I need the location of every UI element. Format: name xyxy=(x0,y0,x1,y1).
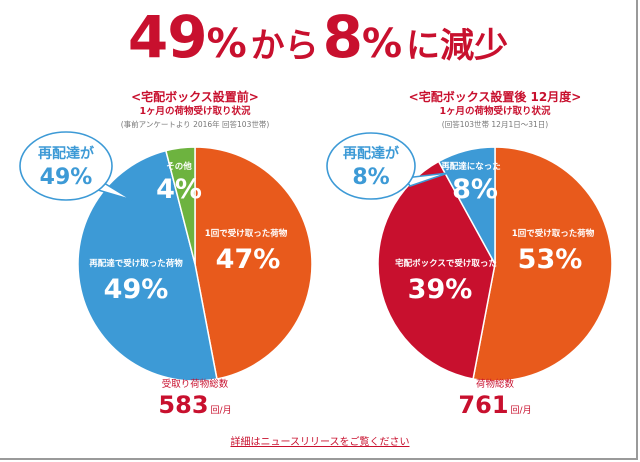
chart-1-total-unit: 回/月 xyxy=(210,406,232,416)
callouts: 再配達が 49% 再配達が 8% xyxy=(19,131,449,201)
slice-value-label: 53% xyxy=(518,244,583,275)
slice-label: 再配達になった xyxy=(441,161,501,172)
callout-label: 再配達が xyxy=(343,145,400,162)
chart-1-header: <宅配ボックス設置前> 1ヶ月の荷物受け取り状況 (事前アンケートより 2016… xyxy=(95,89,295,130)
callout-bubble xyxy=(19,131,113,201)
callout-value: 8% xyxy=(352,165,389,190)
headline-suffix: に減少 xyxy=(406,26,509,66)
headline-percent-1: % xyxy=(206,21,247,67)
pie-chart-before: 1回で受け取った荷物 47% 再配達で受け取った荷物 49% その他 4% xyxy=(77,146,313,382)
pie-chart-after: 1回で受け取った荷物 53% 宅配ボックスで受け取った 39% 再配達になった 8% xyxy=(377,146,613,382)
slice-value-label: 39% xyxy=(408,274,473,305)
chart-1-subtitle: 1ヶ月の荷物受け取り状況 xyxy=(139,106,251,117)
pie-slice xyxy=(194,146,313,380)
chart-2-note: (回答103世帯 12月1日～31日) xyxy=(441,120,549,129)
callout-value: 49% xyxy=(40,165,93,190)
chart-1-title: <宅配ボックス設置前> xyxy=(131,90,259,104)
headline-from-number: 49 xyxy=(127,3,208,71)
headline-percent-2: % xyxy=(362,21,403,67)
news-release-link[interactable]: 詳細はニュースリリースをご覧ください xyxy=(230,437,410,448)
slice-label: 再配達で受け取った荷物 xyxy=(89,258,183,269)
headline-to-number: 8 xyxy=(322,3,363,71)
chart-2-total: 荷物総数 761 回/月 xyxy=(430,378,560,419)
slice-value-label: 4% xyxy=(156,174,202,205)
chart-2-title: <宅配ボックス設置後 12月度> xyxy=(408,90,582,104)
slice-label: その他 xyxy=(166,161,192,172)
chart-1-total-label: 受取り荷物総数 xyxy=(161,379,229,390)
headline-kara: から xyxy=(250,26,319,66)
callout-label: 再配達が xyxy=(38,145,95,162)
slice-value-label: 49% xyxy=(104,274,169,305)
pie-slice xyxy=(164,146,196,265)
chart-2-total-unit: 回/月 xyxy=(510,406,532,416)
pie-slice xyxy=(472,146,613,382)
slice-label: 1回で受け取った荷物 xyxy=(512,228,595,239)
chart-2-header: <宅配ボックス設置後 12月度> 1ヶ月の荷物受け取り状況 (回答103世帯 1… xyxy=(395,89,595,130)
slice-value-label: 47% xyxy=(216,244,281,275)
chart-1-total-value: 583 xyxy=(158,391,209,419)
chart-1-total: 受取り荷物総数 583 回/月 xyxy=(130,378,260,419)
callout-bubble xyxy=(326,132,416,200)
headline: 49% から8% に減少 xyxy=(0,2,640,72)
chart-2-total-value: 761 xyxy=(458,391,509,419)
chart-2-subtitle: 1ヶ月の荷物受け取り状況 xyxy=(439,106,551,117)
chart-1-note: (事前アンケートより 2016年 回答103世帯) xyxy=(120,120,270,129)
slice-label: 1回で受け取った荷物 xyxy=(205,228,288,239)
pie-slice xyxy=(437,146,496,265)
slice-value-label: 8% xyxy=(452,174,498,205)
slice-label: 宅配ボックスで受け取った xyxy=(395,258,497,269)
chart-2-total-label: 荷物総数 xyxy=(475,379,514,390)
pie-slice xyxy=(77,149,218,382)
